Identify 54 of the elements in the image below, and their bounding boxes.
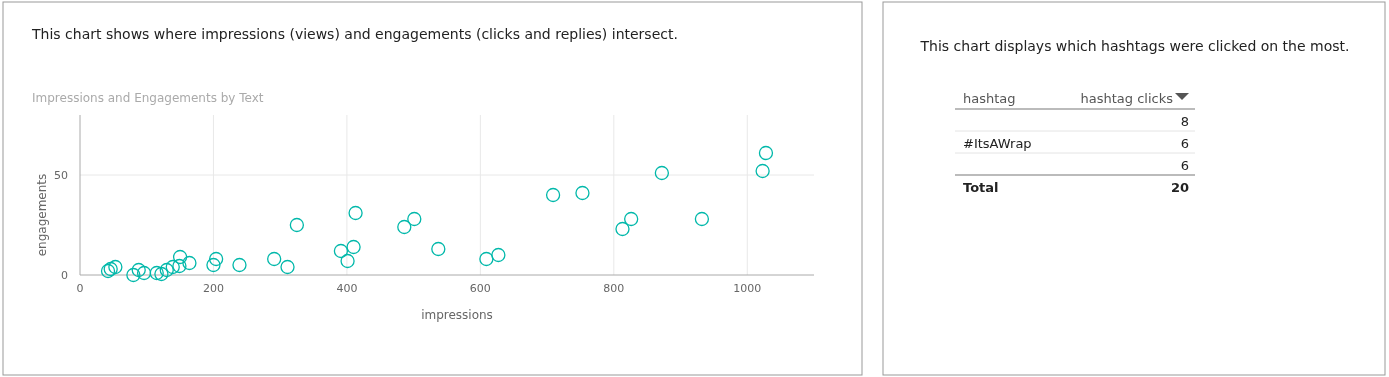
point: [149, 265, 164, 281]
y-tick-label: 50: [54, 169, 68, 182]
point: [407, 211, 422, 227]
x-tick-label: 400: [336, 282, 358, 295]
point: [545, 187, 561, 203]
point: [491, 247, 506, 263]
x-tick-label: 600: [469, 282, 491, 295]
data-label: 6: [1180, 136, 1189, 151]
point: [575, 185, 590, 201]
point: [280, 259, 295, 275]
x-tick-label: 200: [202, 282, 224, 295]
point: [654, 165, 670, 181]
data-label: 6: [1180, 158, 1189, 173]
x-tick-label: 800: [603, 282, 625, 295]
point: [340, 253, 355, 269]
point: [131, 262, 146, 278]
point: [136, 265, 152, 281]
point: [232, 257, 247, 273]
point: [159, 262, 174, 278]
x-tick-label: 1000: [733, 282, 762, 295]
y-axis-title: engagements: [35, 173, 49, 257]
point: [154, 266, 169, 282]
category-label: #ItsAWrap: [963, 136, 1032, 151]
point: [108, 259, 123, 275]
point: [397, 219, 412, 235]
x-axis-title: impressions: [421, 308, 493, 322]
point: [208, 251, 224, 267]
point: [755, 163, 770, 179]
point: [182, 255, 197, 271]
point: [615, 221, 630, 237]
point: [431, 241, 446, 257]
point: [333, 243, 349, 259]
data-label: 8: [1180, 114, 1189, 129]
point: [206, 257, 221, 273]
chart-title: This chart shows where impressions (views) and engagements (clicks and replies) intersect.: [31, 26, 678, 42]
point: [758, 145, 774, 161]
point: [624, 211, 639, 227]
point: [172, 249, 188, 265]
point: [694, 211, 710, 227]
text: hashtag clicks: [1080, 91, 1174, 106]
point: [267, 251, 282, 267]
text: This chart displays which hashtags were clicked on the most.: [919, 38, 1350, 54]
point: [165, 259, 180, 275]
point: [348, 205, 363, 221]
text: hashtag: [963, 91, 1016, 106]
x-tick-label: 0: [76, 282, 84, 295]
point: [289, 217, 305, 233]
point: [346, 239, 361, 255]
point: [479, 251, 494, 267]
chart-subtitle: Impressions and Engagements by Text: [32, 91, 264, 105]
point: [172, 258, 187, 274]
text: Total: [963, 180, 999, 195]
text: 20: [1170, 180, 1189, 195]
point: [126, 267, 141, 283]
